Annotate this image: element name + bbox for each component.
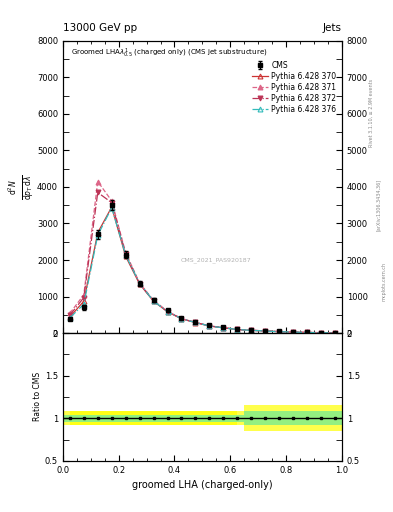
Pythia 6.428 372: [151, 298, 156, 304]
Text: Jets: Jets: [323, 23, 342, 33]
Pythia 6.428 372: [291, 329, 296, 335]
Legend: CMS, Pythia 6.428 370, Pythia 6.428 371, Pythia 6.428 372, Pythia 6.428 376: CMS, Pythia 6.428 370, Pythia 6.428 371,…: [251, 59, 338, 115]
Pythia 6.428 371: [319, 330, 323, 336]
X-axis label: groomed LHA (charged-only): groomed LHA (charged-only): [132, 480, 273, 490]
Pythia 6.428 370: [305, 329, 309, 335]
Pythia 6.428 376: [81, 301, 86, 307]
Pythia 6.428 372: [319, 330, 323, 336]
Line: Pythia 6.428 372: Pythia 6.428 372: [68, 190, 337, 335]
Y-axis label: $\mathrm{d}^2N$
$\overline{\mathrm{d}p_T\,\mathrm{d}\lambda}$: $\mathrm{d}^2N$ $\overline{\mathrm{d}p_T…: [7, 174, 35, 200]
Pythia 6.428 370: [221, 325, 226, 331]
Pythia 6.428 376: [277, 329, 281, 335]
Pythia 6.428 370: [332, 330, 337, 336]
Pythia 6.428 371: [123, 250, 128, 256]
Pythia 6.428 372: [68, 312, 72, 318]
Pythia 6.428 371: [68, 310, 72, 316]
Pythia 6.428 376: [68, 315, 72, 321]
Pythia 6.428 370: [277, 329, 281, 335]
Text: 13000 GeV pp: 13000 GeV pp: [63, 23, 137, 33]
Pythia 6.428 372: [179, 315, 184, 322]
Pythia 6.428 376: [151, 298, 156, 304]
Pythia 6.428 370: [291, 329, 296, 335]
Pythia 6.428 371: [249, 327, 253, 333]
Line: Pythia 6.428 376: Pythia 6.428 376: [68, 205, 337, 335]
Pythia 6.428 371: [109, 198, 114, 204]
Line: Pythia 6.428 371: Pythia 6.428 371: [68, 179, 337, 335]
Pythia 6.428 370: [137, 281, 142, 287]
Pythia 6.428 376: [319, 330, 323, 336]
Pythia 6.428 371: [207, 323, 212, 329]
Pythia 6.428 371: [291, 329, 296, 335]
Pythia 6.428 370: [68, 314, 72, 320]
Pythia 6.428 370: [179, 316, 184, 322]
Pythia 6.428 376: [221, 325, 226, 331]
Pythia 6.428 372: [332, 330, 337, 336]
Pythia 6.428 371: [277, 329, 281, 335]
Pythia 6.428 376: [165, 309, 170, 315]
Text: CMS_2021_PAS920187: CMS_2021_PAS920187: [181, 257, 252, 263]
Pythia 6.428 370: [319, 330, 323, 336]
Pythia 6.428 371: [81, 292, 86, 298]
Pythia 6.428 372: [235, 326, 240, 332]
Pythia 6.428 370: [165, 309, 170, 315]
Pythia 6.428 372: [193, 319, 198, 326]
Pythia 6.428 376: [109, 205, 114, 211]
Pythia 6.428 371: [305, 329, 309, 335]
Pythia 6.428 372: [109, 200, 114, 206]
Pythia 6.428 370: [193, 319, 198, 326]
Pythia 6.428 376: [207, 323, 212, 329]
Pythia 6.428 371: [221, 325, 226, 331]
Pythia 6.428 372: [137, 281, 142, 287]
Text: [arXiv:1306.3434,36]: [arXiv:1306.3434,36]: [376, 179, 380, 231]
Pythia 6.428 372: [221, 325, 226, 331]
Pythia 6.428 376: [263, 328, 268, 334]
Pythia 6.428 372: [207, 323, 212, 329]
Pythia 6.428 372: [95, 189, 100, 196]
Pythia 6.428 376: [123, 252, 128, 258]
Pythia 6.428 370: [235, 327, 240, 333]
Pythia 6.428 376: [249, 327, 253, 333]
Pythia 6.428 370: [81, 298, 86, 304]
Pythia 6.428 376: [95, 232, 100, 238]
Pythia 6.428 371: [179, 315, 184, 322]
Y-axis label: Ratio to CMS: Ratio to CMS: [33, 372, 42, 421]
Pythia 6.428 370: [151, 298, 156, 304]
Text: Groomed LHA$\lambda^1_{0.5}$ (charged only) (CMS jet substructure): Groomed LHA$\lambda^1_{0.5}$ (charged on…: [71, 47, 267, 60]
Pythia 6.428 371: [165, 308, 170, 314]
Pythia 6.428 372: [305, 329, 309, 335]
Pythia 6.428 371: [137, 280, 142, 286]
Pythia 6.428 376: [291, 329, 296, 335]
Pythia 6.428 371: [151, 297, 156, 304]
Pythia 6.428 372: [165, 309, 170, 315]
Pythia 6.428 370: [95, 229, 100, 236]
Pythia 6.428 371: [193, 319, 198, 326]
Pythia 6.428 371: [235, 326, 240, 332]
Pythia 6.428 370: [123, 253, 128, 260]
Pythia 6.428 371: [95, 179, 100, 185]
Pythia 6.428 370: [249, 327, 253, 333]
Pythia 6.428 376: [137, 280, 142, 286]
Text: mcplots.cern.ch: mcplots.cern.ch: [382, 262, 387, 301]
Pythia 6.428 372: [123, 251, 128, 257]
Line: Pythia 6.428 370: Pythia 6.428 370: [68, 205, 337, 335]
Pythia 6.428 370: [263, 328, 268, 334]
Pythia 6.428 376: [193, 319, 198, 326]
Pythia 6.428 372: [263, 328, 268, 334]
Pythia 6.428 370: [109, 204, 114, 210]
Pythia 6.428 371: [332, 330, 337, 336]
Pythia 6.428 376: [332, 330, 337, 336]
Pythia 6.428 370: [207, 323, 212, 329]
Pythia 6.428 372: [277, 329, 281, 335]
Text: Rivet 3.1.10, ≥ 2.9M events: Rivet 3.1.10, ≥ 2.9M events: [369, 78, 374, 147]
Pythia 6.428 372: [249, 327, 253, 333]
Pythia 6.428 372: [81, 294, 86, 301]
Pythia 6.428 376: [235, 327, 240, 333]
Pythia 6.428 376: [179, 315, 184, 322]
Pythia 6.428 376: [305, 329, 309, 335]
Pythia 6.428 371: [263, 328, 268, 334]
